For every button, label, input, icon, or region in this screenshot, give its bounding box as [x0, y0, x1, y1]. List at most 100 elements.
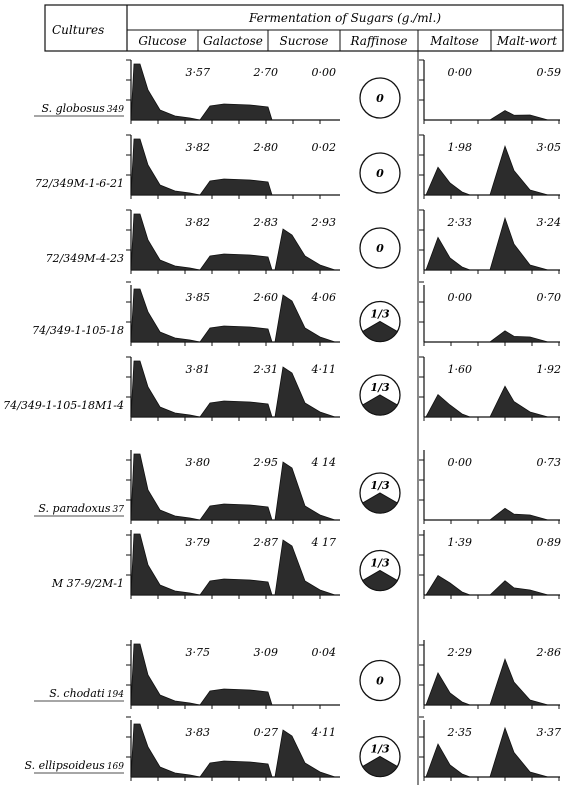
maltose-value: 2·35: [447, 726, 473, 739]
maltwort-peak: [489, 385, 549, 418]
maltwort-value: 3·05: [537, 141, 562, 154]
culture-strain: 194: [107, 690, 124, 700]
sucrose-peak: [274, 366, 336, 418]
glucose-peak: [130, 453, 201, 521]
sugar-header-galactose: Galactose: [203, 34, 263, 48]
maltwort-value: 0·89: [537, 536, 562, 549]
maltwort-value: 0·70: [537, 291, 562, 304]
glucose-value: 3·57: [186, 66, 211, 79]
sucrose-peak: [274, 729, 336, 778]
cultures-label: Cultures: [52, 23, 104, 37]
raffinose-value: 1/3: [370, 479, 390, 492]
galactose-value: 2·83: [253, 216, 279, 229]
culture-row: S. ellipsoideus 169 3·83 0·27 4·11 1/3 2·35 3·3…: [25, 716, 561, 781]
glucose-value: 3·75: [186, 646, 211, 659]
culture-name: 72/349M-4-23: [46, 252, 124, 265]
maltose-value: 0·00: [448, 291, 473, 304]
maltose-value: 1·39: [448, 536, 473, 549]
glucose-peak: [130, 723, 201, 778]
sucrose-value: 0·04: [312, 646, 337, 659]
sucrose-value: 0·02: [312, 141, 337, 154]
raffinose-value: 1/3: [370, 381, 390, 394]
maltwort-value: 3·24: [537, 216, 562, 229]
culture-row: M 37-9/2M-1 3·79 2·87 4 17 1/3 1·39 0·89: [51, 530, 561, 599]
culture-row: 74/349-1-105-18 3·85 2·60 4·06 1/3 0·00 0·70: [32, 281, 562, 346]
sucrose-peak: [274, 461, 336, 521]
glucose-peak: [130, 643, 201, 706]
raffinose-value: 1/3: [370, 743, 390, 756]
culture-row: 72/349M-1-6-21 3·82 2·80 0·02 0 1·98 3·05: [35, 134, 562, 199]
glucose-peak: [130, 213, 201, 271]
galactose-value: 2·95: [253, 456, 279, 469]
sucrose-value: 4 14: [311, 456, 337, 469]
glucose-peak: [130, 288, 201, 343]
culture-label: M 37-9/2M-1: [51, 577, 124, 590]
raffinose-value: 0: [376, 92, 384, 105]
maltwort-peak: [488, 330, 549, 343]
maltwort-peak: [489, 216, 549, 271]
glucose-value: 3·85: [186, 291, 211, 304]
raffinose-value: 0: [376, 167, 384, 180]
sugar-header-sucrose: Sucrose: [280, 34, 329, 48]
culture-label: S. paradoxus 37: [38, 502, 124, 515]
culture-label: 74/349-1-105-18M1-4: [3, 399, 124, 412]
culture-label: S. chodati 194: [49, 687, 124, 700]
culture-name: S. chodati: [49, 687, 105, 700]
maltose-peak: [425, 574, 471, 596]
culture-label: 72/349M-1-6-21: [35, 177, 124, 190]
maltose-peak: [425, 236, 471, 271]
glucose-value: 3·83: [186, 726, 211, 739]
galactose-value: 2·70: [253, 66, 279, 79]
culture-strain: 37: [113, 505, 125, 515]
maltwort-value: 0·73: [537, 456, 562, 469]
glucose-value: 3·82: [186, 141, 211, 154]
raffinose-fill-sector: [361, 394, 399, 416]
fermentation-title: Fermentation of Sugars (g./ml.): [248, 11, 441, 25]
galactose-plateau: [199, 325, 273, 343]
sugar-headers: Glucose Galactose Sucrose Raffinose Maltose M…: [138, 30, 557, 51]
glucose-value: 3·80: [186, 456, 211, 469]
maltwort-peak: [489, 658, 549, 706]
header: Cultures Fermentation of Sugars (g./ml.)…: [44, 4, 564, 52]
galactose-value: 2·60: [253, 291, 279, 304]
header-box: [44, 4, 564, 52]
maltwort-peak: [488, 507, 549, 521]
culture-row: S. chodati 194 3·75 3·09 0·04 0 2·29 2·86: [34, 640, 561, 709]
maltose-peak: [425, 743, 471, 778]
sucrose-value: 0·00: [312, 66, 337, 79]
galactose-value: 2·80: [253, 141, 279, 154]
culture-label: 72/349M-4-23: [46, 252, 124, 265]
galactose-plateau: [199, 578, 273, 596]
sugar-header-glucose: Glucose: [138, 34, 186, 48]
sucrose-value: 4·06: [311, 291, 337, 304]
culture-row: 74/349-1-105-18M1-4 3·81 2·31 4·11 1/3 1·60 1·…: [3, 356, 561, 421]
maltose-value: 0·00: [448, 66, 473, 79]
glucose-peak: [130, 533, 201, 596]
maltwort-peak: [489, 144, 549, 196]
raffinose-circle: [359, 227, 401, 269]
glucose-value: 3·79: [186, 536, 211, 549]
culture-name: M 37-9/2M-1: [51, 577, 124, 590]
culture-name: 74/349-1-105-18M1-4: [3, 399, 124, 412]
galactose-plateau: [199, 253, 273, 271]
raffinose-value: 0: [376, 675, 384, 688]
culture-label: 74/349-1-105-18: [32, 324, 124, 337]
maltwort-peak: [489, 726, 549, 778]
maltose-peak: [425, 166, 471, 196]
maltose-value: 2·29: [447, 646, 473, 659]
galactose-plateau: [199, 178, 273, 196]
glucose-peak: [130, 63, 201, 121]
maltwort-value: 0·59: [537, 66, 562, 79]
raffinose-circle: [359, 659, 401, 702]
raffinose-value: 0: [376, 242, 384, 255]
galactose-value: 3·09: [254, 646, 279, 659]
sugar-header-malt-wort: Malt-wort: [496, 34, 557, 48]
sucrose-peak: [274, 228, 336, 271]
culture-name: S. paradoxus: [38, 502, 111, 515]
culture-row: 72/349M-4-23 3·82 2·83 2·93 0 2·33 3·24: [46, 209, 562, 274]
raffinose-circle: [359, 152, 401, 194]
culture-label: S. globosus 349: [41, 102, 124, 115]
galactose-plateau: [199, 760, 273, 778]
culture-label: S. ellipsoideus 169: [25, 759, 125, 772]
